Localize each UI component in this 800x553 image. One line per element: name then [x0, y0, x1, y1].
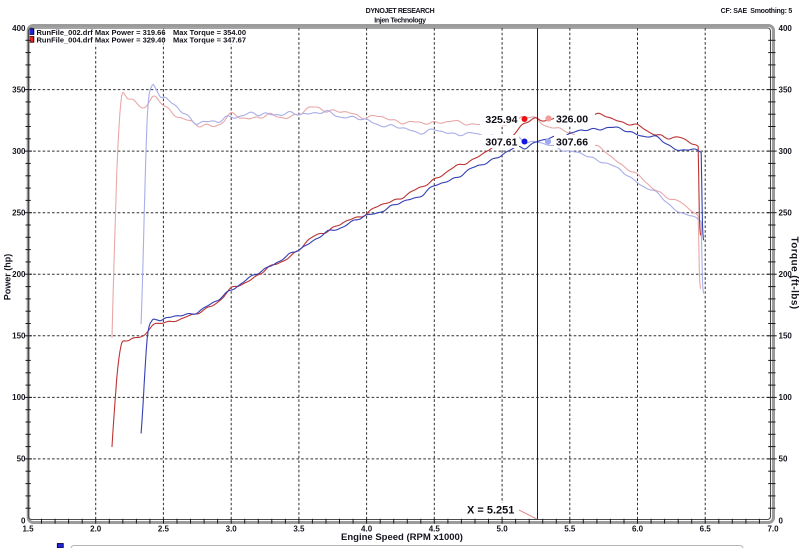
svg-text:Engine Speed (RPM x1000): Engine Speed (RPM x1000) [341, 532, 463, 543]
svg-text:Injen Technology: Injen Technology [374, 18, 426, 25]
svg-text:300: 300 [12, 147, 26, 156]
svg-text:150: 150 [779, 332, 793, 341]
svg-text:400: 400 [12, 24, 26, 33]
svg-text:307.66: 307.66 [556, 137, 588, 149]
svg-text:X = 5.251: X = 5.251 [467, 505, 514, 517]
svg-text:Power (hp): Power (hp) [3, 254, 13, 301]
svg-text:Max Torque = 354.00: Max Torque = 354.00 [173, 28, 246, 37]
svg-text:250: 250 [12, 209, 26, 218]
svg-text:326.00: 326.00 [556, 114, 588, 126]
svg-text:350: 350 [12, 85, 26, 94]
svg-text:Max Torque = 347.67: Max Torque = 347.67 [173, 36, 246, 45]
svg-text:7.0: 7.0 [767, 525, 779, 534]
svg-text:200: 200 [12, 270, 26, 279]
svg-text:100: 100 [779, 393, 793, 402]
svg-text:6.0: 6.0 [632, 525, 644, 534]
svg-text:0: 0 [21, 516, 26, 525]
svg-text:DYNOJET RESEARCH: DYNOJET RESEARCH [366, 8, 435, 15]
svg-text:Torque (ft-lbs): Torque (ft-lbs) [789, 236, 800, 309]
svg-text:0: 0 [779, 516, 784, 525]
svg-text:CF: SAE Smoothing: 5: CF: SAE Smoothing: 5 [721, 8, 793, 15]
svg-text:400: 400 [779, 24, 793, 33]
svg-text:RunFile_004.drf Max Power = 32: RunFile_004.drf Max Power = 329.40 [37, 36, 166, 45]
svg-text:2.0: 2.0 [90, 525, 102, 534]
svg-text:200: 200 [779, 270, 793, 279]
svg-text:300: 300 [779, 147, 793, 156]
svg-text:3.0: 3.0 [226, 525, 238, 534]
svg-text:1.5: 1.5 [22, 525, 34, 534]
svg-text:5.0: 5.0 [497, 525, 509, 534]
svg-text:350: 350 [779, 85, 793, 94]
svg-text:RunFile_002.drf Max Power = 31: RunFile_002.drf Max Power = 319.66 [37, 28, 166, 37]
svg-text:307.61: 307.61 [485, 137, 517, 149]
svg-text:250: 250 [779, 209, 793, 218]
svg-text:4.5: 4.5 [429, 525, 441, 534]
svg-text:50: 50 [779, 455, 788, 464]
svg-text:100: 100 [12, 393, 26, 402]
svg-text:6.5: 6.5 [700, 525, 712, 534]
svg-text:150: 150 [12, 332, 26, 341]
svg-text:325.94: 325.94 [485, 114, 517, 126]
svg-text:2.5: 2.5 [158, 525, 170, 534]
svg-text:50: 50 [17, 455, 26, 464]
svg-text:4.0: 4.0 [361, 525, 373, 534]
svg-text:3.5: 3.5 [293, 525, 305, 534]
svg-text:5.5: 5.5 [564, 525, 576, 534]
